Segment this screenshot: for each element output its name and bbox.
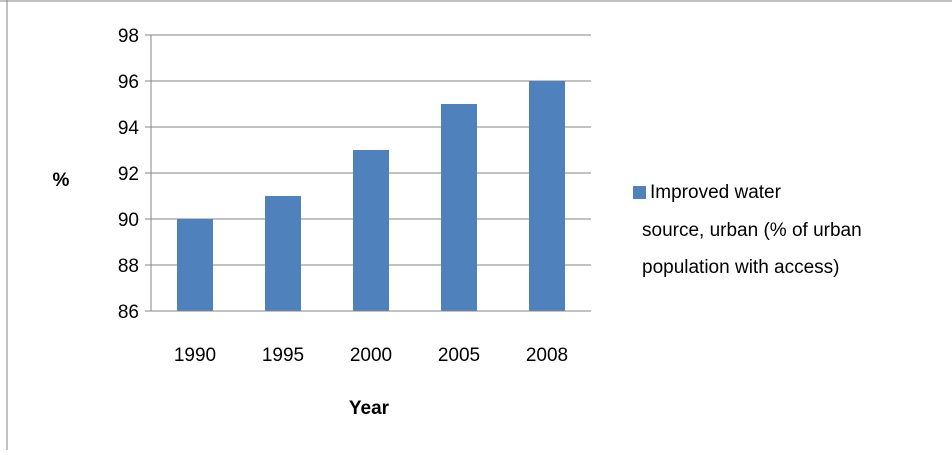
bar-2000 xyxy=(353,150,389,311)
bar-1990 xyxy=(177,219,213,311)
legend-line-2: source, urban (% of urban xyxy=(642,220,862,241)
y-tick-label: 96 xyxy=(118,72,139,93)
x-tick-label: 1995 xyxy=(262,345,304,366)
x-tick-label: 1990 xyxy=(174,345,216,366)
x-tick-label: 2005 xyxy=(438,345,480,366)
legend-line-3: population with access) xyxy=(642,257,840,278)
y-tick-label: 88 xyxy=(118,256,139,277)
bar-2005 xyxy=(441,104,477,311)
y-tick-label: 92 xyxy=(118,164,139,185)
y-axis-title: % xyxy=(53,170,70,191)
y-tick-label: 98 xyxy=(118,26,139,47)
y-tick-label: 86 xyxy=(118,302,139,323)
x-tick-label: 2008 xyxy=(526,345,568,366)
bar-2008 xyxy=(529,81,565,311)
y-tick-label: 94 xyxy=(118,118,140,139)
bars xyxy=(177,81,565,311)
x-tick-label: 2000 xyxy=(350,345,392,366)
y-tick-labels: 86 88 90 92 94 96 98 xyxy=(118,26,140,323)
axes xyxy=(145,34,591,312)
legend-line-1: Improved water xyxy=(650,182,782,203)
x-axis-title: Year xyxy=(349,398,390,419)
y-tick-label: 90 xyxy=(118,210,139,231)
legend-swatch xyxy=(633,186,646,199)
legend: Improved water source, urban (% of urban… xyxy=(633,182,862,278)
x-tick-labels: 1990 1995 2000 2005 2008 xyxy=(174,345,568,366)
bar-1995 xyxy=(265,196,301,311)
